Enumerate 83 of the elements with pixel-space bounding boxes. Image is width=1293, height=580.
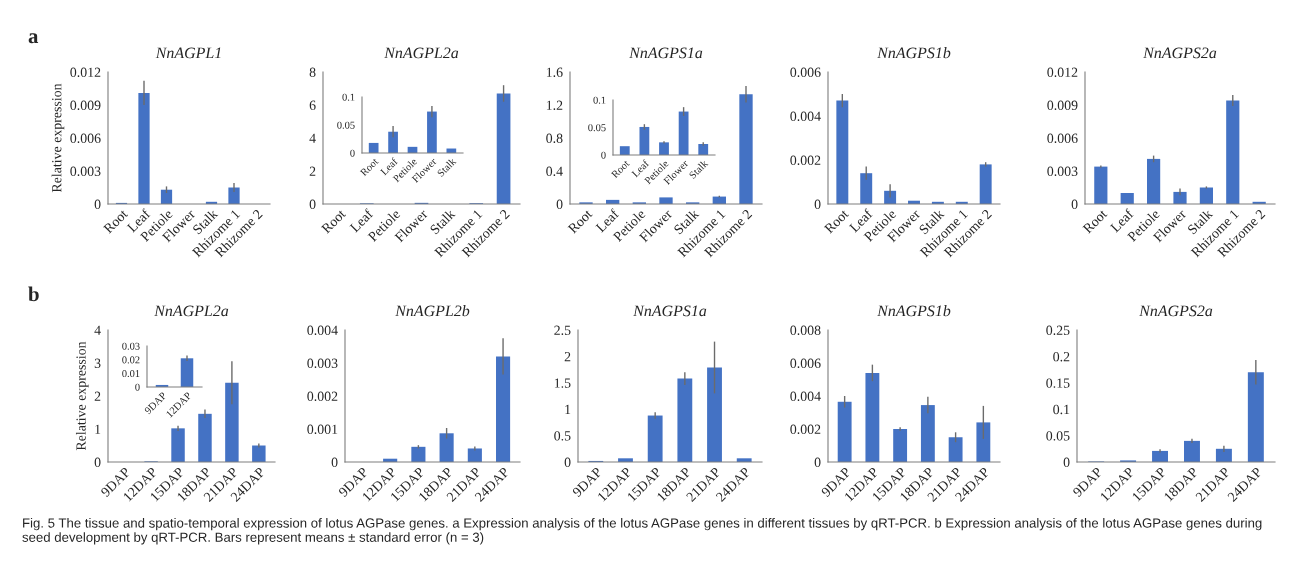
y-tick-label: 0	[814, 199, 821, 209]
y-tick-label: 0.006	[790, 358, 821, 369]
y-tick-label: 0.012	[1047, 67, 1078, 78]
y-tick-label: 4	[309, 133, 316, 143]
y-tick-label: 0.003	[1047, 166, 1078, 177]
y-tick-label: 1.5	[554, 378, 571, 388]
y-tick-label: 0.003	[70, 166, 101, 177]
y-tick-label: 2	[564, 352, 571, 362]
x-tick-label: Root	[1082, 208, 1108, 234]
y-axis-title: Relative expression	[51, 83, 65, 193]
y-tick-label: 0.009	[70, 100, 101, 111]
y-tick-label: 0.002	[790, 155, 821, 166]
y-axis-title: Relative expression	[75, 341, 89, 451]
y-tick-label: 1	[565, 404, 571, 415]
chart-title: NnAGPL2a	[154, 305, 229, 317]
y-tick-label: 1	[95, 424, 101, 434]
y-tick-label: 0	[1071, 199, 1078, 209]
chart-title: NnAGPS2a	[1143, 47, 1217, 59]
y-tick-label: 0	[309, 199, 316, 209]
y-tick-label: 0.15	[1046, 378, 1070, 388]
y-tick-label: 0	[135, 383, 140, 391]
y-tick-label: 0	[94, 457, 101, 467]
y-tick-label: 0	[601, 151, 606, 159]
chart-title: NnAGPS2a	[1139, 305, 1213, 317]
y-tick-label: 0.2	[1053, 351, 1070, 362]
x-tick-label: Root	[359, 157, 379, 177]
y-tick-label: 0.05	[1046, 431, 1070, 441]
chart-title: NnAGPS1a	[629, 47, 703, 59]
y-tick-label: 0.4	[546, 166, 563, 177]
x-tick-label: Root	[567, 208, 593, 234]
y-tick-label: 0.009	[1047, 100, 1078, 111]
chart-title: NnAGPL1	[155, 47, 221, 59]
text: b	[28, 286, 39, 302]
x-tick-label: Root	[103, 208, 129, 234]
text: a	[28, 33, 39, 44]
chart-title: NnAGPS1a	[633, 305, 707, 317]
y-tick-label: 0	[1063, 457, 1070, 467]
y-tick-label: 0.003	[307, 358, 338, 369]
y-tick-label: 0	[556, 199, 563, 209]
y-tick-label: 0	[350, 149, 355, 157]
y-tick-label: 0	[814, 457, 821, 467]
y-tick-label: 4	[94, 325, 101, 335]
y-tick-label: 0.1	[1053, 404, 1070, 415]
y-tick-label: 0.004	[790, 111, 821, 122]
y-tick-label: 0.5	[554, 431, 571, 441]
x-tick-label: Root	[320, 208, 347, 234]
y-tick-label: 0.006	[70, 133, 101, 144]
chart-title: NnAGPS1b	[877, 305, 951, 317]
y-tick-label: 0	[94, 199, 101, 209]
y-tick-label: 0.1	[342, 93, 355, 101]
y-tick-label: 0.001	[307, 424, 338, 435]
y-tick-label: 0	[331, 457, 338, 467]
y-tick-label: 0.004	[790, 391, 821, 402]
y-tick-label: 1.2	[546, 100, 563, 111]
y-tick-label: 8	[309, 67, 316, 77]
y-tick-label: 0.8	[546, 133, 563, 144]
chart-title: NnAGPL2a	[384, 47, 459, 59]
chart-title: NnAGPS1b	[877, 47, 951, 59]
y-tick-label: 0.03	[122, 342, 140, 350]
y-tick-label: 0.006	[790, 67, 821, 78]
caption: Fig. 5 The tissue and spatio-temporal expression of lotus AGPase genes. a Expression analysis of the lotus AGPase genes in different tissues by qRT-PCR. b Expression analysis of the lotus AGPase genes during seed development by qRT-PCR. Bars represent means ± standard error (n = 3)	[22, 518, 1262, 545]
y-tick-label: 0	[564, 457, 571, 467]
y-tick-label: 0.006	[1047, 133, 1078, 144]
y-tick-label: 0.05	[337, 121, 355, 129]
y-tick-label: 1.6	[546, 67, 563, 78]
chart-title: NnAGPL2b	[395, 305, 470, 317]
y-tick-label: 0.002	[790, 424, 821, 435]
x-tick-label: Root	[823, 208, 850, 234]
y-tick-label: 0.02	[122, 356, 140, 364]
y-tick-label: 0.25	[1046, 325, 1070, 336]
y-tick-label: 0.002	[307, 391, 338, 402]
y-tick-label: 2	[94, 391, 101, 401]
y-tick-label: 2.5	[554, 325, 571, 336]
y-tick-label: 0.004	[307, 325, 338, 336]
y-tick-label: 0.05	[588, 124, 606, 132]
x-tick-label: Root	[610, 159, 630, 179]
y-tick-label: 3	[94, 358, 101, 368]
y-tick-label: 0.1	[593, 96, 606, 104]
y-tick-label: 6	[309, 100, 316, 110]
y-tick-label: 0.01	[122, 370, 140, 378]
y-tick-label: 2	[309, 166, 316, 176]
y-tick-label: 0.012	[70, 67, 101, 78]
y-tick-label: 0.008	[790, 325, 821, 336]
